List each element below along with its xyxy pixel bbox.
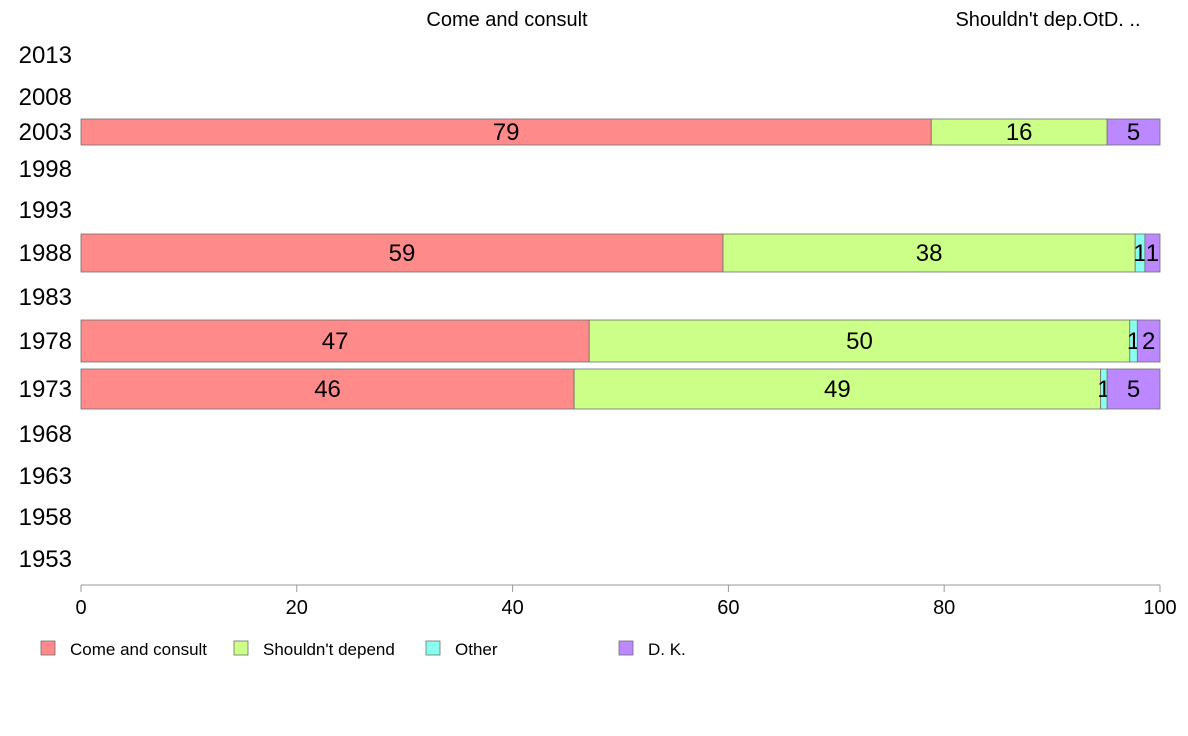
legend-label-1: Shouldn't depend <box>263 640 395 659</box>
y-label-1998: 1998 <box>19 156 72 183</box>
data-label-1973-0: 46 <box>314 376 341 403</box>
header-come-and-consult: Come and consult <box>426 9 588 31</box>
x-tick-label-20: 20 <box>286 597 308 619</box>
data-label-1988-3: 1 <box>1146 240 1159 267</box>
bar-segment-1988-1 <box>722 233 1136 273</box>
y-label-1963: 1963 <box>19 463 72 490</box>
x-tick-label-40: 40 <box>501 597 523 619</box>
data-label-1978-2: 1 <box>1127 328 1140 355</box>
bar-segment-1973-0 <box>80 368 575 410</box>
bar-segment-1988-3 <box>1144 233 1161 273</box>
y-label-2003: 2003 <box>19 119 72 146</box>
data-label-1978-1: 50 <box>846 328 873 355</box>
bar-segment-1978-1 <box>588 319 1131 363</box>
y-label-1973: 1973 <box>19 376 72 403</box>
legend-swatch-2 <box>425 640 441 656</box>
header-shouldnt-depend-other-dk: Shouldn't dep.OtD. .. <box>955 9 1140 31</box>
bar-segment-1978-0 <box>80 319 590 363</box>
legend-swatch-3 <box>618 640 634 656</box>
legend-swatch-0 <box>40 640 56 656</box>
column-headers: Come and consult Shouldn't dep.OtD. .. <box>426 9 1140 31</box>
data-label-1973-3: 5 <box>1127 376 1140 403</box>
legend-label-2: Other <box>455 640 498 659</box>
y-label-1953: 1953 <box>19 546 72 573</box>
data-label-1978-3: 2 <box>1142 328 1155 355</box>
y-axis-labels: 2013 2008 2003 1998 1993 1988 1983 1978 1973 1968… <box>19 42 72 573</box>
bar-segment-1973-1 <box>573 368 1102 410</box>
data-label-1973-1: 49 <box>824 376 851 403</box>
y-label-1968: 1968 <box>19 421 72 448</box>
y-label-1978: 1978 <box>19 328 72 355</box>
bar-segment-1978-3 <box>1136 319 1161 363</box>
x-tick-label-60: 60 <box>717 597 739 619</box>
y-label-1993: 1993 <box>19 197 72 224</box>
data-label-1988-1: 38 <box>916 240 943 267</box>
bars: 79 16 559 38 1 147 50 1 246 49 1 5 <box>80 118 1161 410</box>
x-tick-label-0: 0 <box>75 597 86 619</box>
data-label-1978-0: 47 <box>322 328 349 355</box>
bar-segment-2003-0 <box>80 118 932 146</box>
data-label-2003-3: 5 <box>1127 119 1140 146</box>
data-label-1988-2: 1 <box>1133 240 1146 267</box>
y-label-2013: 2013 <box>19 42 72 69</box>
data-label-2003-0: 79 <box>493 119 520 146</box>
bar-segment-2003-1 <box>930 118 1108 146</box>
x-axis: 0 20 40 60 80 100 <box>75 584 1177 619</box>
legend-label-0: Come and consult <box>70 640 207 659</box>
bar-segment-1988-0 <box>80 233 724 273</box>
data-label-1988-0: 59 <box>389 240 416 267</box>
data-label-2003-1: 16 <box>1006 119 1033 146</box>
bar-segment-1973-3 <box>1106 368 1161 410</box>
y-label-2008: 2008 <box>19 84 72 111</box>
legend-label-3: D. K. <box>648 640 686 659</box>
y-label-1958: 1958 <box>19 504 72 531</box>
x-tick-label-80: 80 <box>933 597 955 619</box>
x-tick-label-100: 100 <box>1143 597 1176 619</box>
y-label-1983: 1983 <box>19 284 72 311</box>
y-label-1988: 1988 <box>19 240 72 267</box>
bar-segment-2003-3 <box>1106 118 1161 146</box>
legend: Come and consult Shouldn't depend Other D. … <box>40 640 686 659</box>
legend-swatch-1 <box>233 640 249 656</box>
